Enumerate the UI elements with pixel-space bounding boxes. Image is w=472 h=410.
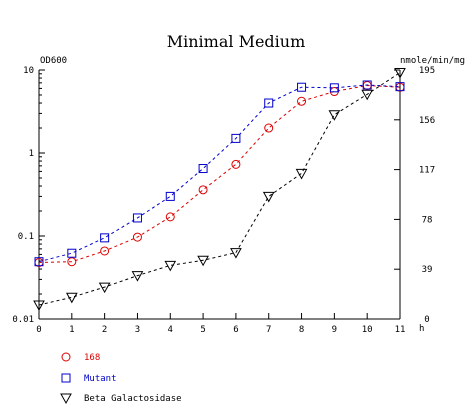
y-left-tick-label: 10	[23, 66, 34, 76]
series-beta-galactosidase-point	[295, 168, 308, 180]
y-right-tick-label: 117	[419, 166, 435, 176]
series-beta-galactosidase-point	[164, 260, 177, 272]
x-tick-label: 11	[395, 325, 406, 335]
legend-item-168-marker	[61, 352, 71, 362]
series-mutant-point	[198, 164, 208, 174]
series-beta-galactosidase-point	[197, 255, 209, 267]
series-beta-galactosidase-point	[262, 191, 275, 203]
x-tick-label: 6	[233, 325, 238, 335]
series-168-line	[38, 84, 401, 263]
series-168-point	[100, 246, 110, 256]
series-mutant-line	[38, 84, 401, 263]
x-tick-label: 7	[266, 325, 271, 335]
y-left-axis-label: OD600	[40, 56, 67, 66]
legend: 168 Mutant Beta Galactosidase	[60, 352, 182, 405]
series-beta-galactosidase-point	[328, 110, 341, 121]
series-168-point	[198, 185, 208, 195]
series-mutant-point	[100, 233, 110, 243]
x-tick-label: 8	[299, 325, 304, 335]
legend-item-beta-galactosidase-marker	[60, 393, 72, 405]
series-mutant-point	[34, 257, 44, 267]
y-right-axis-label: nmole/min/mg	[400, 56, 465, 66]
series-mutant-point	[165, 191, 175, 201]
y-right-tick-label: 156	[419, 116, 435, 126]
series-beta-galactosidase-point	[33, 300, 45, 311]
x-axis-label: h	[419, 324, 424, 334]
series-beta-galactosidase-point	[361, 89, 374, 101]
x-tick-label: 10	[362, 325, 373, 335]
legend-item-168-label: 168	[84, 353, 100, 363]
series-mutant-point	[329, 83, 339, 93]
series-168-point	[132, 232, 142, 242]
y-left-tick-label: 0.01	[12, 315, 34, 325]
series-beta-galactosidase-line	[38, 72, 401, 306]
series-beta-galactosidase-point	[131, 271, 144, 282]
y-right-tick-label: 78	[422, 215, 433, 225]
legend-item-beta-galactosidase-label: Beta Galactosidase	[84, 394, 182, 404]
series-168-point	[165, 212, 175, 222]
x-tick-label: 2	[102, 325, 107, 335]
series-mutant-point	[362, 80, 372, 90]
y-left-tick-label: 0.1	[18, 232, 34, 242]
legend-item-mutant-marker	[61, 373, 71, 383]
y-right-tick-label: 0	[424, 315, 429, 325]
y-right-tick-label: 195	[419, 66, 435, 76]
chart-title: Minimal Medium	[167, 32, 306, 51]
legend-item-mutant-label: Mutant	[84, 374, 117, 384]
series-beta-galactosidase-point	[98, 282, 111, 294]
series-mutant-point	[231, 133, 241, 143]
y-right-tick-label: 39	[422, 265, 433, 275]
x-tick-label: 4	[168, 325, 173, 335]
series-mutant-point	[395, 82, 405, 92]
series-mutant-point	[297, 82, 307, 92]
x-tick-label: 0	[36, 325, 41, 335]
series-168-point	[297, 96, 307, 106]
y-left-tick-label: 1	[29, 149, 34, 159]
series-beta-galactosidase-point	[230, 248, 242, 259]
x-tick-label: 9	[332, 325, 337, 335]
series-beta-galactosidase-point	[394, 68, 406, 79]
x-tick-label: 1	[69, 325, 74, 335]
series-168-point	[231, 159, 241, 169]
series-168-point	[264, 123, 274, 133]
x-tick-label: 3	[135, 325, 140, 335]
x-tick-label: 5	[200, 325, 205, 335]
series-mutant-point	[132, 213, 142, 223]
series-mutant-point	[264, 98, 274, 108]
series-mutant-point	[67, 248, 77, 258]
series-beta-galactosidase-point	[65, 292, 78, 304]
